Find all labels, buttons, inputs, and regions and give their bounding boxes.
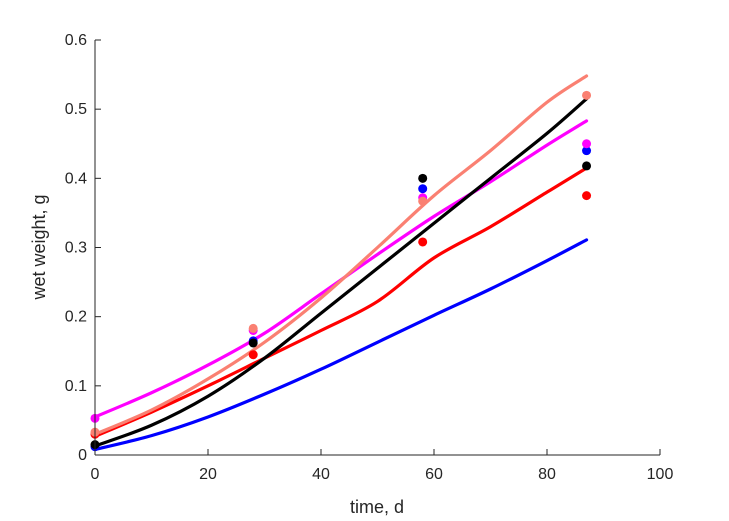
points-layer [90, 90, 592, 452]
series-4-point [582, 161, 592, 171]
series-2-point [582, 139, 592, 149]
x-tick-label: 40 [312, 466, 330, 483]
series-1-point [418, 237, 428, 247]
series-4-point [248, 338, 258, 348]
x-tick-label: 100 [647, 466, 674, 483]
x-tick-label: 60 [425, 466, 443, 483]
series-4-line [93, 97, 589, 448]
series-3-point [582, 90, 592, 100]
series-3-point [418, 196, 428, 206]
y-tick-label: 0.6 [65, 32, 87, 49]
series-3-point [248, 323, 258, 333]
y-axis-label: wet weight, g [29, 194, 49, 300]
x-axis-label: time, d [350, 497, 404, 517]
series-0-point [582, 146, 592, 156]
series-0-line [93, 238, 589, 452]
series-4-point [418, 173, 428, 183]
series-1-line [93, 166, 589, 438]
series-1-point [248, 350, 258, 360]
x-tick-label: 80 [538, 466, 556, 483]
y-tick-label: 0.4 [65, 170, 87, 187]
y-tick-label: 0.3 [65, 240, 87, 257]
x-tick-label: 20 [199, 466, 217, 483]
y-ticks: 0 0.1 0.2 0.3 0.4 0.5 0.6 [65, 32, 101, 464]
x-ticks: 0 20 40 60 80 100 [91, 449, 674, 483]
x-tick-label: 0 [91, 466, 100, 483]
series-1-point [582, 191, 592, 201]
y-tick-label: 0 [78, 447, 87, 464]
series-3-line [93, 74, 589, 436]
series-2-line [93, 119, 589, 419]
y-tick-label: 0.2 [65, 309, 87, 326]
curves-layer [93, 74, 589, 452]
series-0-point [418, 184, 428, 194]
y-tick-label: 0.1 [65, 378, 87, 395]
y-tick-label: 0.5 [65, 101, 87, 118]
